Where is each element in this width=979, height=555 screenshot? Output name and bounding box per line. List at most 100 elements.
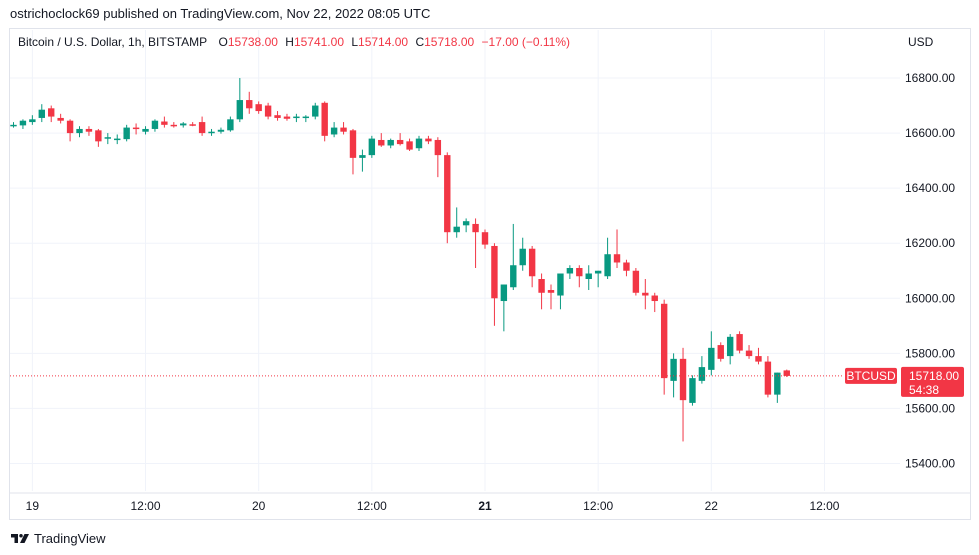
candle xyxy=(538,273,545,310)
candle xyxy=(340,122,347,135)
legend-close-label: C xyxy=(415,35,425,49)
candle-body xyxy=(462,221,470,226)
candle-body xyxy=(689,378,696,403)
candle xyxy=(151,119,159,132)
candle xyxy=(670,353,677,398)
candle-body xyxy=(425,138,432,142)
candle-body xyxy=(585,273,592,280)
candle-body xyxy=(368,138,376,156)
y-axis: 15400.00 15600.00 15800.00 16000.00 16200.00… xyxy=(905,71,955,470)
candle xyxy=(57,113,64,124)
candle xyxy=(274,111,281,121)
candle xyxy=(161,116,168,128)
brand-name: TradingView xyxy=(34,530,106,546)
candle-body xyxy=(528,248,536,277)
candle-body xyxy=(604,254,611,277)
candle-body xyxy=(378,139,385,146)
candle xyxy=(576,265,583,288)
candle-body xyxy=(745,350,753,357)
candle xyxy=(660,299,668,395)
tradingview-brand[interactable]: TradingView xyxy=(11,530,106,546)
candle-body xyxy=(519,248,526,266)
candle-body xyxy=(510,265,517,288)
candle-body xyxy=(123,127,130,140)
candle-body xyxy=(274,115,281,118)
candle xyxy=(142,126,149,135)
candle-body xyxy=(38,109,45,118)
legend-close-value: 15718.00 xyxy=(424,35,475,49)
candle-body xyxy=(114,138,121,141)
candle-body xyxy=(396,139,404,145)
legend-low-value: 15714.00 xyxy=(358,35,409,49)
candle xyxy=(264,102,272,120)
x-tick-label: 12:00 xyxy=(809,499,839,513)
candle-body xyxy=(726,336,734,357)
candle-body xyxy=(481,232,489,245)
candle-body xyxy=(547,290,555,293)
candle-body xyxy=(613,254,621,263)
candle xyxy=(170,122,178,128)
candle-body xyxy=(538,279,545,293)
candle xyxy=(198,116,206,136)
candle xyxy=(679,347,687,442)
candle-body xyxy=(293,116,300,119)
candle xyxy=(378,133,385,147)
candle-body xyxy=(312,105,319,117)
candle-body xyxy=(642,292,649,296)
candle xyxy=(510,223,517,291)
candle xyxy=(387,138,394,149)
y-tick-label: 15800.00 xyxy=(905,346,955,360)
chart-legend: Bitcoin / U.S. Dollar, 1h, BITSTAMP O157… xyxy=(18,35,570,49)
candle xyxy=(472,218,479,268)
candle-body xyxy=(594,270,602,274)
candle-body xyxy=(764,361,772,395)
candle xyxy=(632,267,640,296)
legend-open-value: 15738.00 xyxy=(227,35,278,49)
candle-body xyxy=(717,345,724,359)
candle xyxy=(132,123,140,135)
candle xyxy=(255,101,262,114)
price-tag-price: 15718.00 xyxy=(909,369,959,383)
candle-body xyxy=(302,116,310,119)
candle xyxy=(453,207,460,238)
legend-open-label: O xyxy=(218,35,228,49)
candle xyxy=(227,116,234,132)
candle xyxy=(95,128,102,147)
candle-body xyxy=(340,127,347,132)
candle xyxy=(708,331,715,376)
candle xyxy=(76,126,83,138)
candle-body xyxy=(161,121,168,125)
candle xyxy=(104,133,111,145)
candle xyxy=(755,347,762,365)
candle-body xyxy=(283,116,291,119)
candle xyxy=(434,137,442,178)
x-tick-label: 21 xyxy=(478,499,492,513)
candle-body xyxy=(349,130,357,158)
candle xyxy=(594,270,602,288)
candle-body xyxy=(151,120,159,129)
candle xyxy=(783,369,790,378)
candle-body xyxy=(236,100,244,120)
candle xyxy=(689,375,696,406)
currency-label[interactable]: USD xyxy=(908,35,934,49)
candle-body xyxy=(142,128,149,132)
candle-body xyxy=(10,124,17,127)
candle xyxy=(368,135,376,158)
candle xyxy=(726,334,734,365)
candle-body xyxy=(57,117,64,121)
candle xyxy=(66,119,74,142)
candle xyxy=(566,265,574,280)
candle-body xyxy=(246,100,253,109)
candle xyxy=(236,78,244,123)
candle xyxy=(481,229,489,249)
candle-body xyxy=(180,123,187,126)
candle-body xyxy=(170,124,178,127)
candle xyxy=(396,133,404,146)
candle xyxy=(698,356,706,384)
candle xyxy=(246,91,253,114)
candle-body xyxy=(85,128,93,132)
x-tick-label: 20 xyxy=(252,499,266,513)
candle xyxy=(425,135,432,145)
